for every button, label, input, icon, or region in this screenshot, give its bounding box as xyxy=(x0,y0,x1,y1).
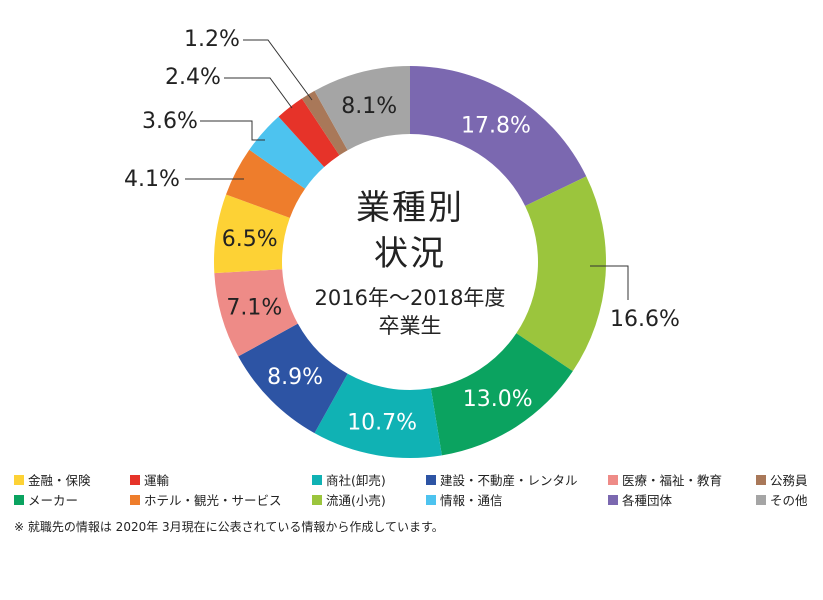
legend-swatch xyxy=(756,474,766,485)
legend-label: 各種団体 xyxy=(622,493,673,508)
legend-swatch xyxy=(14,474,24,485)
leader-line-11 xyxy=(243,39,313,101)
legend-item: 医療・福祉・教育 xyxy=(608,470,722,489)
slice-label-2: 16.6% xyxy=(610,307,680,332)
legend-item: 情報・通信 xyxy=(426,490,503,509)
legend-label: メーカー xyxy=(28,493,79,508)
slice-label-6: 7.1% xyxy=(226,296,282,321)
center-title-line1: 業種別 xyxy=(356,188,464,228)
leader-line-2 xyxy=(590,265,629,300)
slice-label-12: 8.1% xyxy=(341,94,397,119)
donut-slice-8 xyxy=(226,149,306,218)
legend-label: 建設・不動産・レンタル xyxy=(440,473,578,488)
legend-label: 医療・福祉・教育 xyxy=(622,473,723,488)
donut-slice-9 xyxy=(249,116,325,189)
legend-label: ホテル・観光・サービス xyxy=(144,493,282,508)
legend-label: 運輸 xyxy=(144,473,170,488)
legend-label: 商社(卸売) xyxy=(326,473,386,488)
leader-line-9 xyxy=(200,120,265,141)
donut-slice-1 xyxy=(410,66,587,207)
legend-item: ホテル・観光・サービス xyxy=(130,490,282,509)
slice-label-3: 13.0% xyxy=(463,387,533,412)
slice-label-5: 8.9% xyxy=(267,365,323,390)
legend-label: 金融・保険 xyxy=(28,473,91,488)
legend-swatch xyxy=(312,474,322,485)
legend-swatch xyxy=(756,494,766,505)
center-subtitle-graduates: 卒業生 xyxy=(378,314,442,338)
center-title-line2: 状況 xyxy=(374,234,446,274)
donut-chart: 17.8% 16.6% 13.0% 10.7% 8.9% 7.1% 6.5% 4.1% 3.6%… xyxy=(124,27,680,458)
legend-label: 流通(小売) xyxy=(326,493,386,508)
legend-item: 商社(卸売) xyxy=(312,470,386,489)
donut-slice-7 xyxy=(214,194,290,274)
legend-item: その他 xyxy=(756,490,808,509)
legend-label: その他 xyxy=(770,493,808,508)
legend-item: 運輸 xyxy=(130,470,169,489)
legend-swatch xyxy=(14,494,24,505)
slice-label-1: 17.8% xyxy=(461,114,531,139)
slice-label-4: 10.7% xyxy=(347,411,417,436)
slice-label-11: 1.2% xyxy=(184,27,240,52)
donut-slice-11 xyxy=(301,90,348,156)
donut-slice-3 xyxy=(430,333,573,456)
slice-label-10: 2.4% xyxy=(165,65,221,90)
slice-label-7: 6.5% xyxy=(222,227,278,252)
legend-item: メーカー xyxy=(14,490,78,509)
donut-slice-2 xyxy=(516,176,606,372)
legend-label: 公務員 xyxy=(770,473,808,488)
legend-item: 金融・保険 xyxy=(14,470,91,489)
center-subtitle-years: 2016年～2018年度 xyxy=(314,286,506,310)
legend-swatch xyxy=(608,494,618,505)
legend-swatch xyxy=(426,494,436,505)
slice-label-9: 3.6% xyxy=(142,109,198,134)
donut-slice-10 xyxy=(278,98,340,168)
legend-item: 建設・不動産・レンタル xyxy=(426,470,578,489)
slice-label-8: 4.1% xyxy=(124,167,180,192)
legend-swatch xyxy=(130,494,140,505)
donut-slice-5 xyxy=(238,323,348,434)
leader-line-10 xyxy=(224,77,293,109)
donut-slice-12 xyxy=(314,66,410,151)
legend-swatch xyxy=(130,474,140,485)
donut-slice-4 xyxy=(314,373,442,458)
donut-slice-6 xyxy=(214,269,298,357)
footnote: ※ 就職先の情報は 2020年 3月現在に公表されている情報から作成しています。 xyxy=(14,520,444,534)
legend-item: 公務員 xyxy=(756,470,808,489)
legend-item: 流通(小売) xyxy=(312,490,386,509)
legend-swatch xyxy=(426,474,436,485)
legend-swatch xyxy=(312,494,322,505)
legend-swatch xyxy=(608,474,618,485)
legend-item: 各種団体 xyxy=(608,490,672,509)
legend-label: 情報・通信 xyxy=(440,493,503,508)
